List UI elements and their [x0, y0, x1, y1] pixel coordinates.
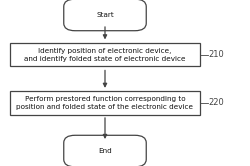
FancyBboxPatch shape	[10, 43, 200, 66]
Text: End: End	[98, 148, 112, 154]
FancyBboxPatch shape	[64, 135, 146, 166]
FancyBboxPatch shape	[64, 0, 146, 31]
Text: Perform prestored function corresponding to
position and folded state of the ele: Perform prestored function corresponding…	[16, 96, 194, 110]
Text: 220: 220	[209, 98, 224, 107]
FancyBboxPatch shape	[10, 91, 200, 115]
Text: Identify position of electronic device,
and identify folded state of electronic : Identify position of electronic device, …	[24, 47, 186, 62]
Text: 210: 210	[209, 50, 224, 59]
Text: Start: Start	[96, 12, 114, 18]
